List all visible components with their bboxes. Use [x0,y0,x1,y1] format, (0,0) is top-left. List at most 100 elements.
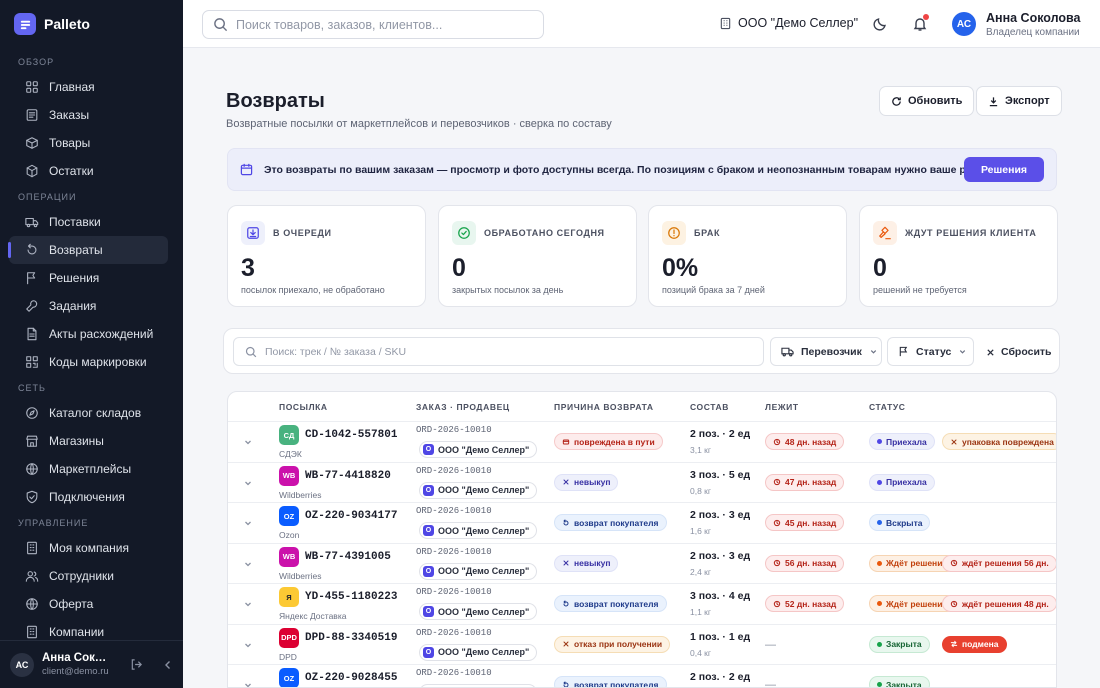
column-header[interactable]: СОСТАВ [690,402,729,412]
chevron-down-icon[interactable] [243,559,253,569]
composition: 3 поз. · 5 ед [690,468,751,481]
chevron-down-icon[interactable] [243,640,253,650]
sidebar-item[interactable]: Оферта [9,590,168,618]
reset-filters-button[interactable]: Сбросить [986,346,1052,358]
order-number[interactable]: ORD-2026-10010 [416,465,492,476]
company-switcher[interactable]: ООО "Демо Селлер" [719,16,858,30]
track-number[interactable]: WB-77-4391005 [305,550,391,563]
track-number[interactable]: DPD-88-3340519 [305,631,398,644]
sidebar-item-label: Задания [49,299,97,313]
status-badge: Приехала [869,473,935,491]
track-number[interactable]: OZ-220-9034177 [305,510,398,522]
sidebar-item[interactable]: Задания [9,292,168,320]
sidebar-item[interactable]: Поставки [9,208,168,236]
sidebar: Palleto ОБЗОР Главная Заказы Товары Остатки О… [0,0,183,688]
column-header[interactable]: ЗАКАЗ · ПРОДАВЕЦ [416,402,510,412]
sidebar-item[interactable]: Сотрудники [9,562,168,590]
user-avatar[interactable]: АС [952,12,976,36]
sidebar-item[interactable]: Главная [9,73,168,101]
global-search-input[interactable]: Поиск товаров, заказов, клиентов... [202,10,544,39]
sidebar-item[interactable]: Товары [9,129,168,157]
stat-card: ЖДУТ РЕШЕНИЯ КЛИЕНТА 0 решений не требуетс… [859,205,1058,307]
chevron-down-icon[interactable] [243,518,253,528]
return-reason-badge-text: возврат покупателя [574,517,659,528]
theme-toggle-moon-icon[interactable] [872,16,888,32]
track-number[interactable]: WB-77-4418820 [305,469,391,482]
sidebar-item[interactable]: Моя компания [9,534,168,562]
sidebar-item[interactable]: Акты расхождений [9,320,168,348]
sidebar-avatar[interactable]: АС [10,652,34,677]
column-header[interactable]: ПРИЧИНА ВОЗВРАТА [554,402,654,412]
chevron-down-icon[interactable] [243,680,253,687]
returns-search-input[interactable]: Поиск: трек / № заказа / SKU [233,337,764,366]
carrier-filter-select[interactable]: Перевозчик [770,337,882,366]
status-badge: Ждёт решения [869,554,956,572]
carrier-name: DPD [279,651,297,662]
export-button[interactable]: Экспорт [976,86,1062,116]
column-header[interactable]: ЛЕЖИТ [765,402,799,412]
reset-filters-label: Сбросить [1001,346,1052,358]
table-row[interactable]: DPD DPD-88-3340519 DPD ORD-2026-10010 O ООО "… [228,623,1056,665]
order-number[interactable]: ORD-2026-10010 [416,587,492,597]
table-row[interactable]: СД CD-1042-557801 СДЭК ORD-2026-10010 O ООО "… [228,421,1056,462]
status-filter-select[interactable]: Статус [887,337,974,366]
sidebar-item[interactable]: Подключения [9,483,168,511]
returns-search-placeholder: Поиск: трек / № заказа / SKU [265,345,407,358]
carrier-filter-label: Перевозчик [801,345,862,358]
seller-icon: O [423,484,434,496]
column-header[interactable]: ПОСЫЛКА [279,402,328,412]
order-number[interactable]: ORD-2026-10010 [416,627,492,638]
track-number[interactable]: OZ-220-9028455 [305,672,398,684]
sidebar-item-label: Решения [49,271,100,285]
chevron-down-icon[interactable] [243,599,253,609]
track-number[interactable]: CD-1042-557801 [305,429,398,441]
sidebar-item[interactable]: Каталог складов [9,399,168,427]
chevron-down-icon[interactable] [243,437,253,447]
age-empty: — [765,638,776,651]
users-icon [25,569,39,583]
sidebar-item-label: Товары [49,136,91,150]
refresh-button[interactable]: Обновить [879,86,975,116]
sidebar-item[interactable]: Заказы [9,101,168,129]
carrier-name: СДЭК [279,449,302,459]
decisions-button[interactable]: Решения [964,157,1044,182]
age-badge-text: 47 дн. назад [785,477,837,487]
nav-section-title: СЕТЬ [18,382,46,393]
table-row[interactable]: WB WB-77-4418820 Wildberries ORD-2026-10010… [228,461,1056,503]
sidebar-item[interactable]: Коды маркировки [9,348,168,376]
collapse-sidebar-icon[interactable] [160,657,176,673]
age-badge-text: 52 дн. назад [785,598,837,609]
sidebar-item[interactable]: Магазины [9,427,168,455]
flag-badge-text: подмена [962,639,999,649]
sidebar-item[interactable]: Возвраты [8,236,168,264]
user-role: Владелец компании [986,27,1080,38]
order-number[interactable]: ORD-2026-10010 [416,506,492,516]
sidebar-item[interactable]: Решения [9,264,168,292]
chevron-down-icon[interactable] [243,478,253,488]
table-row[interactable]: Я YD-455-1180223 Яндекс Доставка ORD-2026-1… [228,583,1056,624]
sidebar-user-name: Анна Соколова [42,652,112,664]
logout-icon[interactable] [128,657,144,673]
sidebar-item[interactable]: Маркетплейсы [9,455,168,483]
order-number[interactable]: ORD-2026-10010 [416,668,492,678]
stat-label: ЖДУТ РЕШЕНИЯ КЛИЕНТА [905,228,1037,238]
carrier-logo: OZ [279,506,299,526]
brand[interactable]: Palleto [14,13,90,35]
sidebar-item[interactable]: Остатки [9,157,168,185]
column-header[interactable]: СТАТУС [869,402,906,412]
clock-icon [950,600,958,608]
bell-icon[interactable] [912,14,929,32]
sidebar-item[interactable]: Компании [9,618,168,640]
order-number[interactable]: ORD-2026-10010 [416,546,492,557]
composition: 2 поз. · 3 ед [690,549,751,562]
order-number[interactable]: ORD-2026-10010 [416,425,492,435]
sidebar-item-label: Моя компания [49,541,129,555]
carrier-name: Wildberries [279,570,322,581]
table-row[interactable]: OZ OZ-220-9034177 Ozon ORD-2026-10010 O ООО "… [228,502,1056,543]
seller-icon: O [423,606,434,617]
age-badge: 45 дн. назад [765,514,845,531]
user-menu[interactable]: Анна Соколова Владелец компании [986,11,1081,38]
track-number[interactable]: YD-455-1180223 [305,591,398,603]
table-row[interactable]: WB WB-77-4391005 Wildberries ORD-2026-10010… [228,542,1056,584]
